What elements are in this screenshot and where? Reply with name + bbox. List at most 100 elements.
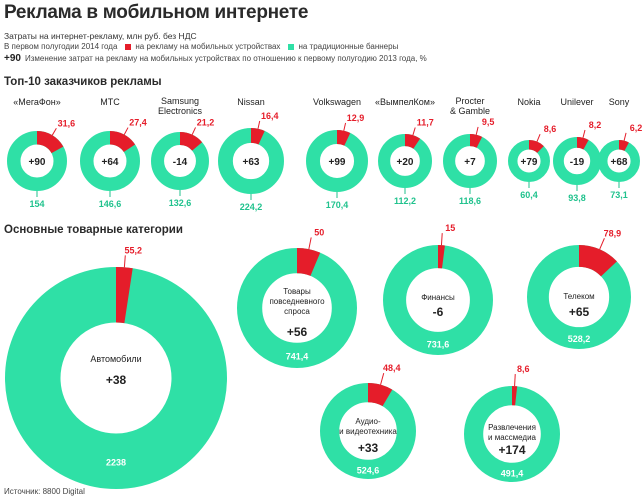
mobile-value-label: 27,4 xyxy=(129,118,147,128)
mobile-value-label: 8,6 xyxy=(517,364,530,374)
mobile-leader xyxy=(380,372,385,385)
mobile-wedge xyxy=(579,245,617,277)
mobile-wedge xyxy=(470,134,483,148)
mobile-value-label: 6,2 xyxy=(630,123,643,133)
category-name: спроса xyxy=(284,307,310,316)
banners-value-label: 118,6 xyxy=(459,196,481,206)
mobile-wedge xyxy=(37,131,64,154)
mobile-leader xyxy=(514,374,516,387)
banners-value-label: 224,2 xyxy=(240,202,263,212)
advertiser-name: Nissan xyxy=(237,97,265,107)
advertiser-name: МТС xyxy=(100,97,120,107)
banners-value-label: 491,4 xyxy=(501,468,524,478)
change-value: +68 xyxy=(611,157,628,168)
banners-value-label: 2238 xyxy=(106,457,126,467)
mobile-value-label: 12,9 xyxy=(347,113,365,123)
mobile-wedge xyxy=(297,248,321,276)
change-value: -6 xyxy=(433,305,444,319)
mobile-value-label: 15 xyxy=(445,223,455,233)
legend-row-shares: В первом полугодии 2014 года на рекламу … xyxy=(4,42,398,51)
change-value: +38 xyxy=(106,373,127,387)
banners-value-label: 524,6 xyxy=(357,465,380,475)
mobile-leader xyxy=(308,237,312,250)
source-note: Источник: 8800 Digital xyxy=(4,487,85,496)
category-name: Аудио- xyxy=(355,417,381,426)
mobile-value-label: 8,2 xyxy=(589,120,602,130)
mobile-value-label: 11,7 xyxy=(417,118,434,128)
change-value: +90 xyxy=(29,157,46,168)
category-name: Телеком xyxy=(563,292,594,301)
mobile-leader xyxy=(582,129,586,138)
mobile-leader xyxy=(536,134,541,142)
mobile-wedge xyxy=(529,140,544,153)
advertiser-name: Samsung xyxy=(161,96,199,106)
mobile-value-label: 31,6 xyxy=(58,118,76,128)
mobile-value-label: 50 xyxy=(314,227,324,237)
mobile-leader xyxy=(412,127,416,136)
mobile-wedge xyxy=(619,140,629,151)
legend-mobile-label: на рекламу на мобильных устройствах xyxy=(135,42,281,51)
mobile-leader xyxy=(257,120,261,129)
advertiser-name: «ВымпелКом» xyxy=(375,97,435,107)
change-value: -14 xyxy=(173,157,188,168)
category-name: Финансы xyxy=(421,293,455,302)
section-heading-categories: Основные товарные категории xyxy=(4,224,183,236)
mobile-leader xyxy=(51,128,57,136)
mobile-leader xyxy=(123,255,126,268)
banners-value-label: 60,4 xyxy=(520,190,538,200)
mobile-leader xyxy=(623,132,627,141)
mobile-leader xyxy=(343,122,347,131)
change-value: +56 xyxy=(287,325,308,339)
mobile-value-label: 16,4 xyxy=(261,111,279,121)
banners-value-label: 93,8 xyxy=(568,193,586,203)
advertiser-name: Unilever xyxy=(560,97,593,107)
mobile-wedge xyxy=(368,383,393,407)
mobile-wedge xyxy=(512,386,518,406)
advertiser-name: Nokia xyxy=(517,97,540,107)
change-value: +79 xyxy=(521,157,538,168)
mobile-leader xyxy=(475,126,479,135)
change-value: +64 xyxy=(102,157,119,168)
banners-value-label: 154 xyxy=(29,199,44,209)
mobile-value-label: 78,9 xyxy=(604,228,622,238)
mobile-leader xyxy=(440,233,443,246)
banners-value-label: 146,6 xyxy=(99,199,122,209)
banners-value-label: 132,6 xyxy=(169,198,192,208)
mobile-wedge xyxy=(337,130,351,146)
mobile-value-label: 21,2 xyxy=(197,117,215,127)
category-name: повседневного xyxy=(269,297,325,306)
change-value: +7 xyxy=(464,157,476,168)
mobile-wedge xyxy=(110,131,136,152)
legend-swatch-mobile xyxy=(125,43,132,50)
legend-change-sample: +90 xyxy=(4,53,21,64)
mobile-value-label: 48,4 xyxy=(383,363,401,373)
legend-row-change: +90 Изменение затрат на рекламу на мобил… xyxy=(4,53,427,64)
category-name: и массмедиа xyxy=(488,433,537,442)
advertiser-name: & Gamble xyxy=(450,106,490,116)
banners-value-label: 731,6 xyxy=(427,339,450,349)
mobile-leader xyxy=(191,127,196,135)
legend-period: В первом полугодии 2014 года xyxy=(4,42,118,51)
advertiser-name: «МегаФон» xyxy=(13,97,61,107)
banners-value-label: 528,2 xyxy=(568,334,591,344)
mobile-value-label: 9,5 xyxy=(482,117,495,127)
change-value: -19 xyxy=(570,157,585,168)
mobile-value-label: 8,6 xyxy=(544,124,557,134)
category-name: Развлечения xyxy=(488,423,536,432)
mobile-wedge xyxy=(251,128,265,145)
page-title: Реклама в мобильном интернете xyxy=(4,2,309,23)
change-value: +99 xyxy=(329,157,346,168)
mobile-wedge xyxy=(577,137,589,150)
category-name: Автомобили xyxy=(90,354,141,364)
mobile-leader xyxy=(599,238,605,250)
change-value: +174 xyxy=(498,443,525,457)
mobile-wedge xyxy=(438,245,445,269)
legend-banners-label: на традиционные баннеры xyxy=(298,42,399,51)
mobile-wedge xyxy=(405,134,421,149)
mobile-wedge xyxy=(180,132,203,151)
change-value: +63 xyxy=(243,157,260,168)
section-heading-top10: Топ-10 заказчиков рекламы xyxy=(4,76,162,88)
change-value: +33 xyxy=(358,441,379,455)
banners-value-label: 170,4 xyxy=(326,200,349,210)
